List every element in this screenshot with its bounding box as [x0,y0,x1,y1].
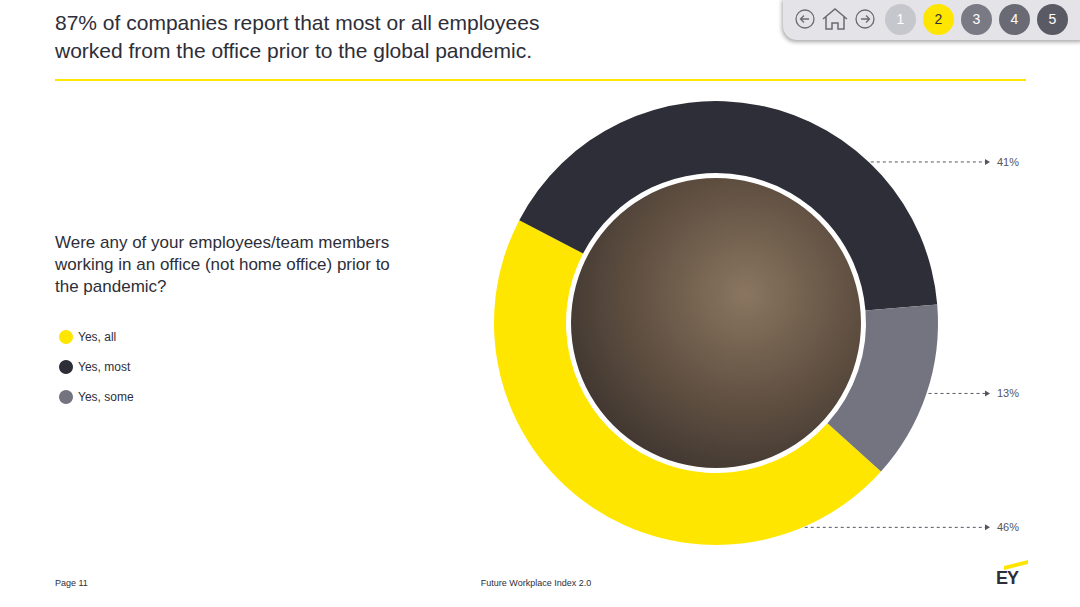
html-text:EY: EY [996,568,1018,588]
svg-text:Yes, some: Yes, some [78,390,134,404]
html-text:4: 4 [1010,11,1019,27]
html-text:3: 3 [972,11,981,27]
html-text:Were any of your employees/tea: Were any of your employees/team members … [55,233,390,296]
svg-text:41%: 41% [997,156,1019,168]
html-text:Future Workplace Index 2.0: Future Workplace Index 2.0 [480,578,592,588]
svg-text:46%: 46% [997,521,1019,533]
html-text:87% of companies report that m: 87% of companies report that most or all… [55,11,540,62]
html-text:Page 11: Page 11 [55,578,88,588]
svg-text:Yes, most: Yes, most [78,360,131,374]
svg-text:Yes, all: Yes, all [78,330,116,344]
html-text:2: 2 [934,11,943,27]
svg-text:13%: 13% [997,387,1019,399]
html-text:1: 1 [896,11,905,27]
html-text:5: 5 [1048,11,1057,27]
